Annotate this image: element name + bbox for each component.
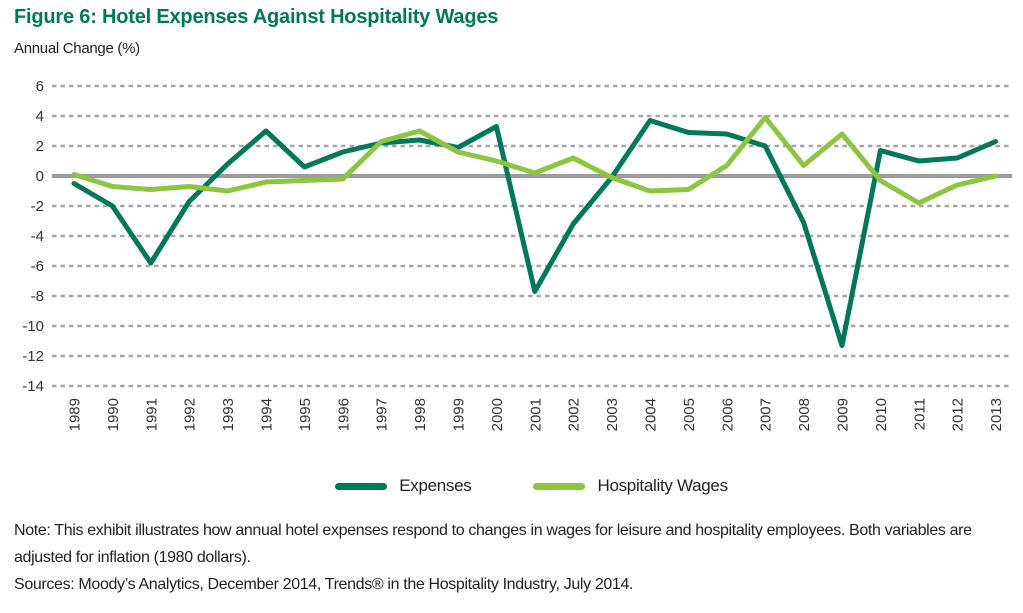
hospitality-wages-line-swatch bbox=[533, 482, 586, 490]
x-tick-label: 2011 bbox=[911, 398, 928, 430]
y-tick-label: 6 bbox=[36, 78, 44, 95]
x-tick-label: 2012 bbox=[950, 398, 967, 431]
y-tick-label: -12 bbox=[22, 348, 44, 365]
y-tick-label: -10 bbox=[22, 318, 44, 335]
x-tick-label: 2007 bbox=[758, 398, 775, 431]
y-tick-label: 0 bbox=[36, 168, 44, 185]
hospitality-wages-line bbox=[71, 115, 999, 206]
y-tick-label: 4 bbox=[36, 108, 44, 125]
expenses-line bbox=[71, 118, 999, 348]
legend-item-hospitality-wages: Hospitality Wages bbox=[533, 476, 728, 496]
line-chart: 6 4 2 0 -2 -4 -6 -8 -10 -12 -14 1989 1990 1991 1992 199… bbox=[22, 78, 1012, 431]
x-tick-label: 1997 bbox=[374, 398, 391, 431]
y-tick-label: -2 bbox=[31, 198, 44, 215]
y-tick-label: 2 bbox=[36, 138, 44, 155]
x-tick-label: 2006 bbox=[719, 398, 736, 431]
x-tick-label: 2008 bbox=[796, 398, 813, 431]
expenses-line-swatch bbox=[335, 482, 388, 490]
x-tick-label: 1998 bbox=[412, 398, 429, 431]
x-tick-label: 2000 bbox=[489, 398, 506, 431]
x-tick-label: 1991 bbox=[143, 398, 160, 431]
legend-label-expenses: Expenses bbox=[399, 476, 472, 495]
x-tick-label: 1995 bbox=[297, 398, 314, 431]
x-tick-label: 1990 bbox=[105, 398, 122, 431]
x-tick-label: 2004 bbox=[643, 398, 660, 431]
x-tick-label: 1992 bbox=[182, 398, 199, 431]
figure-title: Figure 6: Hotel Expenses Against Hospita… bbox=[14, 6, 499, 28]
x-tick-label: 2013 bbox=[988, 398, 1005, 431]
x-tick-label: 2002 bbox=[566, 398, 583, 431]
chart-legend: Expenses Hospitality Wages bbox=[0, 476, 1023, 496]
y-axis-title: Annual Change (%) bbox=[14, 40, 140, 57]
y-tick-label: -6 bbox=[31, 258, 44, 275]
sources-text: Sources: Moody’s Analytics, December 201… bbox=[14, 576, 634, 593]
legend-item-expenses: Expenses bbox=[335, 476, 472, 496]
note-text: Note: This exhibit illustrates how annua… bbox=[14, 522, 972, 566]
x-tick-label: 1993 bbox=[220, 398, 237, 431]
x-tick-label: 2009 bbox=[835, 398, 852, 431]
x-tick-label: 1989 bbox=[67, 398, 84, 431]
x-tick-label: 2001 bbox=[527, 398, 544, 431]
x-tick-label: 2005 bbox=[681, 398, 698, 431]
x-tick-label: 2003 bbox=[604, 398, 621, 431]
x-tick-label: 1994 bbox=[259, 398, 276, 431]
x-tick-label: 1999 bbox=[451, 398, 468, 431]
x-tick-label: 2010 bbox=[873, 398, 890, 431]
legend-label-hospitality-wages: Hospitality Wages bbox=[597, 476, 728, 495]
y-tick-label: -14 bbox=[22, 378, 44, 395]
y-tick-label: -8 bbox=[31, 288, 44, 305]
y-tick-label: -4 bbox=[31, 228, 44, 245]
x-tick-label: 1996 bbox=[335, 398, 352, 431]
